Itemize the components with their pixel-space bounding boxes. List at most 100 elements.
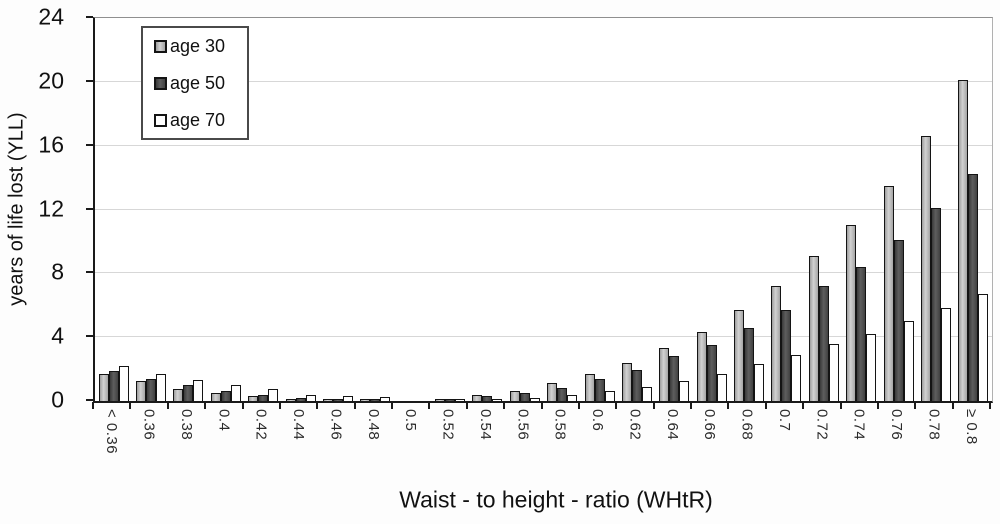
legend-swatch-age-30: [154, 39, 167, 53]
legend-label: age 50: [170, 73, 226, 93]
x-tick-label: 0.52: [439, 409, 457, 441]
bar-age-50-15: [631, 369, 642, 401]
y-tick-label: 16: [38, 131, 64, 158]
bar-age-70-5: [268, 389, 279, 401]
bar-age-50-20: [818, 286, 829, 401]
bar-age-70-22: [903, 321, 914, 401]
x-tick-label: 0.56: [514, 409, 532, 441]
bar-age-50-13: [557, 388, 568, 401]
bar-age-50-24: [968, 174, 979, 401]
bar-age-70-15: [641, 386, 652, 401]
bar-age-50-10: [445, 398, 456, 401]
x-tick-label: 0.46: [327, 409, 345, 441]
bar-age-30-2: [136, 381, 147, 401]
bar-age-30-3: [173, 389, 184, 401]
x-tick: [540, 402, 543, 409]
x-tick-label: 0.62: [626, 409, 644, 441]
y-tick-label: 12: [38, 195, 64, 221]
plot-area: [93, 17, 993, 403]
x-tick-label: 0.78: [925, 409, 943, 441]
x-tick: [353, 402, 356, 409]
bar-age-30-6: [285, 398, 296, 401]
bar-age-30-1: [98, 373, 109, 401]
bar-age-50-22: [893, 239, 904, 401]
y-tick-label: 20: [38, 67, 64, 94]
x-tick: [764, 402, 767, 409]
x-tick: [839, 402, 842, 409]
y-tick: [86, 399, 93, 401]
bar-age-70-14: [604, 391, 615, 401]
x-tick: [391, 402, 393, 409]
bar-age-50-8: [370, 399, 381, 401]
bar-age-30-16: [659, 348, 670, 401]
bar-age-30-22: [883, 185, 894, 401]
bar-age-30-23: [920, 136, 931, 401]
gridline: [95, 80, 992, 82]
bar-age-70-4: [230, 385, 241, 401]
x-tick: [129, 402, 132, 409]
y-tick-label: 24: [38, 3, 64, 30]
bar-age-50-12: [519, 393, 530, 401]
bar-age-50-3: [183, 385, 194, 401]
x-tick-label: ≥ 0.8: [962, 409, 980, 445]
bar-age-70-7: [342, 396, 353, 401]
bar-age-50-11: [482, 396, 493, 401]
bar-age-50-1: [108, 370, 119, 401]
bar-age-70-2: [156, 373, 167, 401]
bar-age-30-13: [547, 383, 558, 401]
x-tick-label: 0.68: [738, 409, 756, 441]
bar-age-30-17: [696, 332, 707, 401]
bar-age-30-21: [846, 225, 857, 401]
y-tick: [86, 207, 93, 210]
legend-label: age 70: [170, 110, 226, 130]
y-tick: [86, 16, 93, 18]
bar-age-70-18: [754, 364, 765, 401]
bar-age-50-4: [220, 390, 231, 401]
bar-age-70-1: [118, 365, 129, 401]
legend-swatch-age-70: [154, 113, 167, 127]
y-tick: [86, 335, 93, 338]
bar-age-70-8: [380, 397, 391, 401]
bar-age-30-11: [472, 395, 483, 401]
x-tick-label: 0.48: [364, 409, 382, 441]
y-tick-label: 4: [51, 322, 64, 349]
x-tick-label: 0.74: [850, 409, 868, 441]
bar-age-70-3: [193, 380, 204, 401]
x-tick: [204, 402, 207, 409]
x-tick: [465, 402, 468, 409]
x-tick-label: 0.6: [589, 409, 607, 432]
bar-age-70-11: [492, 398, 503, 401]
bar-age-70-17: [716, 373, 727, 401]
bar-age-30-20: [808, 255, 819, 401]
bar-age-30-15: [621, 362, 632, 401]
x-tick-label: 0.54: [476, 409, 494, 441]
legend-item-age-70: age 70: [154, 111, 247, 129]
bar-age-50-5: [258, 394, 269, 401]
bar-age-50-23: [930, 207, 941, 401]
x-tick-label: 0.36: [140, 409, 158, 441]
x-tick: [241, 402, 244, 409]
x-tick-label: 0.4: [215, 409, 233, 432]
gridline: [95, 272, 992, 274]
bar-age-30-8: [360, 399, 371, 401]
y-tick: [86, 143, 93, 146]
gridline: [95, 336, 992, 338]
x-tick-label: < 0.36: [103, 409, 121, 455]
bar-age-50-2: [146, 379, 157, 401]
bar-age-30-14: [584, 373, 595, 401]
x-tick-label: 0.72: [813, 409, 831, 441]
x-tick-label: 0.64: [663, 409, 681, 441]
legend-swatch-age-50: [154, 76, 167, 90]
legend: age 30 age 50 age 70: [141, 26, 249, 140]
bar-age-50-14: [594, 378, 605, 401]
x-tick: [951, 402, 954, 409]
x-tick: [428, 402, 431, 409]
bar-age-70-20: [828, 343, 839, 401]
bar-age-30-18: [734, 310, 745, 401]
bar-age-50-19: [781, 310, 792, 401]
x-tick-label: 0.58: [551, 409, 569, 441]
x-tick: [802, 402, 805, 409]
gridline: [95, 144, 992, 146]
y-tick-label: 0: [51, 386, 64, 413]
x-tick: [316, 402, 319, 409]
